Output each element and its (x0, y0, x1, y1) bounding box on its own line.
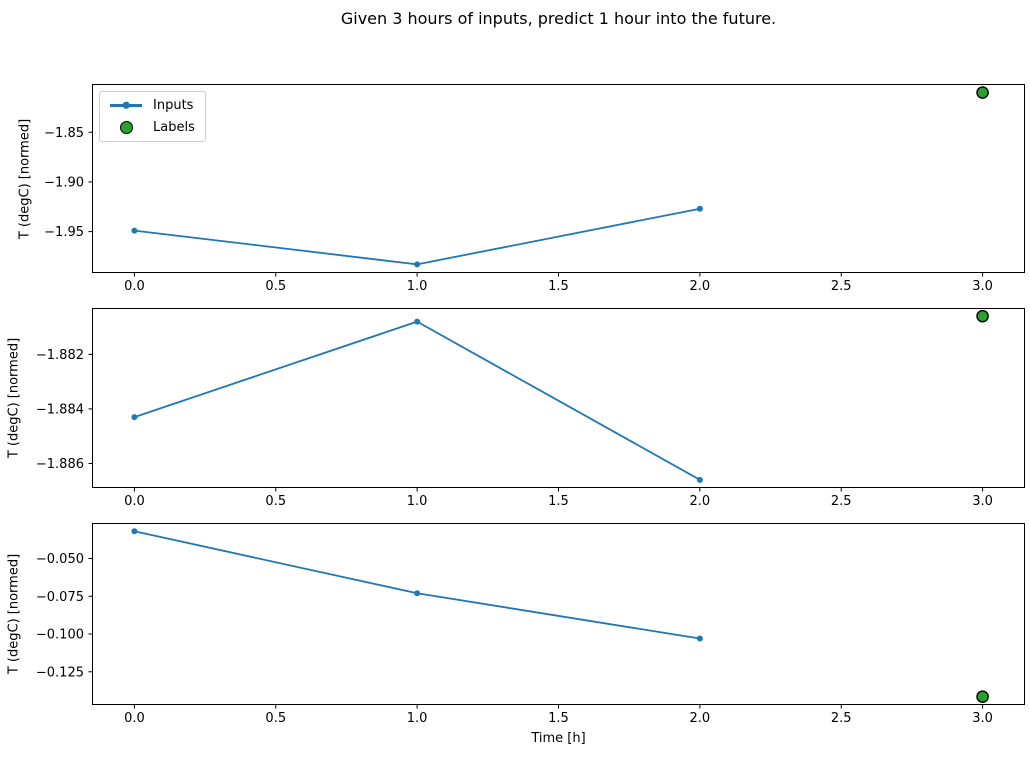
x-tick-label: 3.0 (972, 279, 993, 294)
inputs-marker (696, 205, 703, 212)
x-tick-label: 1.5 (548, 279, 569, 294)
inputs-line (133, 530, 701, 640)
y-tick-label: −0.125 (36, 665, 84, 680)
legend-label-inputs: Inputs (153, 98, 194, 113)
y-tick-label: −0.100 (36, 628, 84, 643)
inputs-marker (414, 318, 421, 325)
axes-spine (92, 523, 1025, 705)
inputs-line (133, 207, 701, 266)
inputs-marker (131, 227, 138, 234)
x-tick-label: 0.0 (124, 711, 145, 726)
x-tick-label: 2.0 (690, 494, 711, 509)
x-tick-label: 2.5 (831, 711, 852, 726)
y-tick-label: −1.886 (36, 457, 84, 472)
y-axis-label-2: T (degC) [normed] (6, 337, 22, 459)
labels-marker (976, 86, 989, 99)
x-tick-label: 1.5 (548, 494, 569, 509)
axes-spine (92, 308, 1025, 488)
y-tick-label: −1.90 (44, 175, 84, 190)
x-tick-label: 0.5 (265, 494, 286, 509)
y-tick-label: −1.85 (44, 126, 84, 141)
subplot-3: 0.0 0.5 1.0 1.5 2.0 2.5 3.0 −0.050 −0.075 −0.100 −… (36, 523, 1025, 726)
y-tick-label: −1.95 (44, 225, 84, 240)
x-tick-label: 0.5 (265, 279, 286, 294)
x-tick-label: 2.0 (690, 279, 711, 294)
y-axis-label-3: T (degC) [normed] (6, 553, 22, 675)
figure-title: Given 3 hours of inputs, predict 1 hour … (340, 9, 777, 28)
x-tick-label: 2.5 (831, 279, 852, 294)
inputs-marker (696, 635, 703, 642)
y-tick-label: −1.882 (36, 348, 84, 363)
x-tick-label: 3.0 (972, 711, 993, 726)
inputs-marker (131, 528, 138, 535)
x-axis-label: Time [h] (531, 731, 586, 746)
legend: Inputs Labels (99, 91, 206, 142)
x-tick-label: 0.0 (124, 494, 145, 509)
x-tick-label: 0.5 (265, 711, 286, 726)
x-tick-label: 3.0 (972, 494, 993, 509)
x-tick-label: 1.0 (407, 711, 428, 726)
legend-item-labels: Labels (109, 120, 195, 135)
x-tick-label: 2.0 (690, 711, 711, 726)
inputs-line (133, 320, 701, 481)
legend-item-inputs: Inputs (109, 98, 195, 113)
labels-marker (976, 309, 989, 323)
inputs-line-icon (109, 99, 143, 113)
axes-spine (92, 84, 1025, 273)
labels-circle-icon (109, 121, 143, 135)
inputs-marker (696, 476, 703, 483)
labels-marker (976, 690, 989, 703)
inputs-marker (414, 590, 421, 597)
y-axis-label-1: T (degC) [normed] (17, 118, 33, 239)
legend-label-labels: Labels (153, 120, 195, 135)
y-tick-label: −0.075 (36, 590, 84, 605)
subplot-1: 0.0 0.5 1.0 1.5 2.0 2.5 3.0 −1.85 −1.90 −1.95 (44, 84, 1025, 294)
x-tick-label: 0.0 (124, 279, 145, 294)
subplot-2: 0.0 0.5 1.0 1.5 2.0 2.5 3.0 −1.882 −1.884 −1.886 (36, 308, 1025, 509)
x-tick-label: 2.5 (831, 494, 852, 509)
x-tick-label: 1.0 (407, 279, 428, 294)
inputs-marker (414, 261, 421, 268)
inputs-marker (131, 414, 138, 421)
y-tick-label: −0.050 (36, 552, 84, 567)
x-tick-label: 1.0 (407, 494, 428, 509)
x-tick-label: 1.5 (548, 711, 569, 726)
y-tick-label: −1.884 (36, 402, 84, 417)
